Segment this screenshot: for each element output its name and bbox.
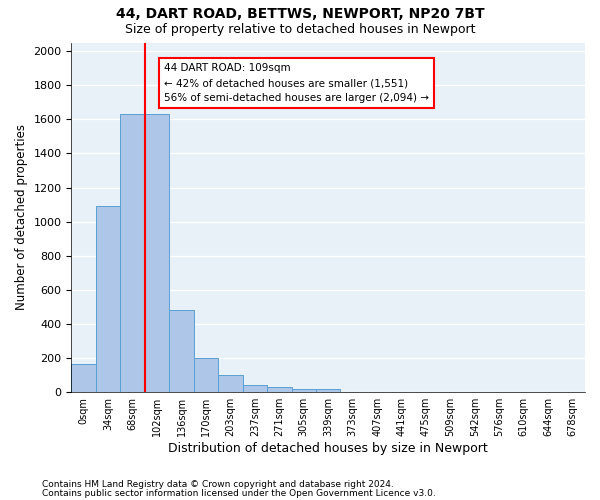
Bar [121,114,145,392]
Text: 44, DART ROAD, BETTWS, NEWPORT, NP20 7BT: 44, DART ROAD, BETTWS, NEWPORT, NP20 7BT [116,8,484,22]
Bar [267,387,292,392]
Bar [71,364,96,392]
Bar [292,389,316,392]
Bar [194,358,218,392]
Bar [169,310,194,392]
Bar [145,114,169,392]
Text: Contains HM Land Registry data © Crown copyright and database right 2024.: Contains HM Land Registry data © Crown c… [42,480,394,489]
Bar [242,384,267,392]
Bar [218,375,242,392]
Bar [96,206,121,392]
Bar [316,389,340,392]
Text: 44 DART ROAD: 109sqm
← 42% of detached houses are smaller (1,551)
56% of semi-de: 44 DART ROAD: 109sqm ← 42% of detached h… [164,64,429,103]
Text: Size of property relative to detached houses in Newport: Size of property relative to detached ho… [125,22,475,36]
X-axis label: Distribution of detached houses by size in Newport: Distribution of detached houses by size … [169,442,488,455]
Y-axis label: Number of detached properties: Number of detached properties [15,124,28,310]
Text: Contains public sector information licensed under the Open Government Licence v3: Contains public sector information licen… [42,489,436,498]
